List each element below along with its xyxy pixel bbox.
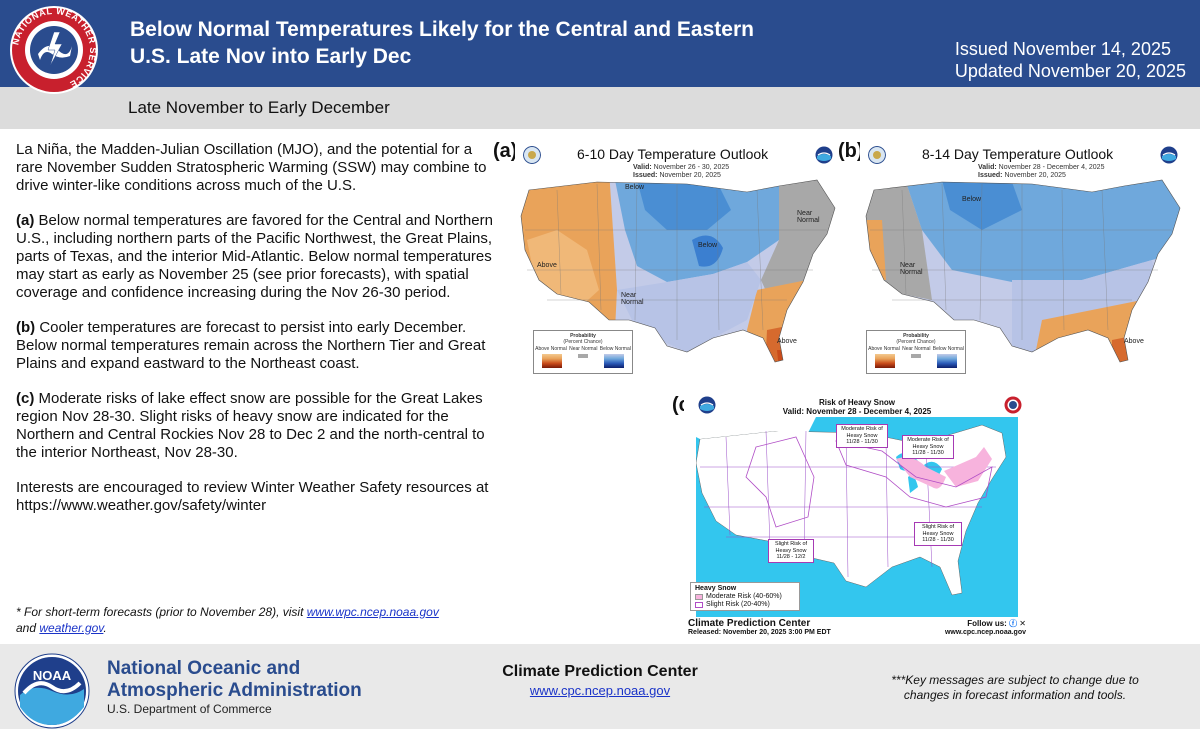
- noaa-small-icon: [698, 396, 716, 414]
- map-c-org: Climate Prediction Center: [688, 618, 811, 629]
- map-c-legend: Heavy Snow Moderate Risk (40-60%) Slight…: [690, 582, 800, 611]
- key-message-disclaimer: ***Key messages are subject to change du…: [891, 673, 1139, 702]
- noaa-small-icon: [1160, 146, 1178, 164]
- map-b-legend: Probability (Percent Chance) Above Norma…: [866, 330, 966, 374]
- cpc-name: Climate Prediction Center: [502, 663, 698, 680]
- updated-date: Updated November 20, 2025: [954, 61, 1186, 81]
- map-b-card: 8-14 Day Temperature Outlook Valid: Nove…: [860, 138, 1190, 378]
- map-a-label-below-north: Below: [625, 184, 645, 191]
- panel-label-a: (a): [493, 140, 518, 162]
- map-a-issued: Issued: November 20, 2025: [633, 172, 721, 179]
- map-a-label-below-east: Below: [698, 242, 718, 249]
- map-c-valid: Valid: November 28 - December 4, 2025: [782, 407, 932, 416]
- doc-seal-icon: [868, 146, 886, 164]
- callout-moderate-2: Moderate Risk of Heavy Snow 11/28 - 11/30: [902, 435, 954, 459]
- map-a-card: 6-10 Day Temperature Outlook Valid: Nove…: [515, 138, 845, 378]
- map-a-valid: Valid: November 26 - 30, 2025: [633, 164, 730, 171]
- key-messages: La Niña, the Madden-Julian Oscillation (…: [16, 141, 494, 532]
- footer-bar: [0, 644, 1200, 729]
- noaa-name: National Oceanic and Atmospheric Adminis…: [107, 658, 362, 701]
- wpc-link[interactable]: www.wpc.ncep.noaa.gov: [306, 605, 439, 619]
- header-bar: [0, 0, 1200, 87]
- map-c-footer: Climate Prediction Center Follow us: ⓕ ✕…: [688, 618, 1026, 636]
- map-a-label-above-west: Above: [537, 262, 557, 269]
- footnote: * For short-term forecasts (prior to Nov…: [16, 605, 439, 635]
- noaa-logo: NOAA: [14, 653, 90, 729]
- map-b-valid: Valid: November 28 - December 4, 2025: [978, 164, 1105, 171]
- map-b-title: 8-14 Day Temperature Outlook: [922, 146, 1114, 162]
- map-b-label-below: Below: [962, 196, 982, 203]
- callout-slight-east: Slight Risk of Heavy Snow 11/28 - 11/30: [914, 522, 962, 546]
- facebook-icon[interactable]: ⓕ: [1009, 619, 1018, 628]
- weather-gov-link[interactable]: weather.gov: [39, 621, 104, 635]
- title-line-2: U.S. Late Nov into Early Dec: [130, 45, 412, 68]
- map-b-temperature-outlook: [865, 179, 1181, 363]
- doc-seal-icon: [523, 146, 541, 164]
- map-a-legend: Probability (Percent Chance) Above Norma…: [533, 330, 633, 374]
- cpc-link[interactable]: www.cpc.ncep.noaa.gov: [529, 683, 671, 698]
- title-line-1: Below Normal Temperatures Likely for the…: [130, 18, 754, 41]
- map-c-card: Risk of Heavy Snow Valid: November 28 - …: [684, 395, 1030, 639]
- noaa-logo-text: NOAA: [33, 668, 72, 683]
- subtitle-bar: [0, 87, 1200, 129]
- page-subtitle: Late November to Early December: [128, 98, 390, 117]
- paragraph-b: (b) Cooler temperatures are forecast to …: [16, 319, 486, 372]
- map-a-temperature-outlook: [520, 179, 836, 363]
- paragraph-a: (a) Below normal temperatures are favore…: [16, 212, 493, 301]
- nws-logo: NATIONAL WEATHER SERVICE: [10, 6, 98, 94]
- map-a-label-above-florida: Above: [777, 338, 797, 345]
- issued-date: Issued November 14, 2025: [954, 39, 1171, 59]
- intro-paragraph: La Niña, the Madden-Julian Oscillation (…: [16, 141, 487, 194]
- map-a-title: 6-10 Day Temperature Outlook: [577, 146, 769, 162]
- map-c-released: Released: November 20, 2025 3:00 PM EDT: [688, 629, 831, 636]
- map-a-label-near-northeast: Near Normal: [797, 210, 820, 224]
- map-b-label-above: Above: [1124, 338, 1144, 345]
- closing-paragraph: Interests are encouraged to review Winte…: [16, 479, 489, 514]
- callout-slight-rockies: Slight Risk of Heavy Snow 11/28 - 12/2: [768, 539, 814, 563]
- issue-dates: Issued November 14, 2025 Updated Novembe…: [955, 38, 1186, 82]
- map-b-issued: Issued: November 20, 2025: [978, 172, 1066, 179]
- page-title: Below Normal Temperatures Likely for the…: [130, 16, 754, 70]
- map-c-url[interactable]: www.cpc.ncep.noaa.gov: [944, 629, 1026, 636]
- callout-moderate-1: Moderate Risk of Heavy Snow 11/28 - 11/30: [836, 424, 888, 448]
- nws-small-icon: [1004, 396, 1022, 414]
- panel-label-b: (b): [838, 140, 864, 162]
- x-icon[interactable]: ✕: [1019, 619, 1026, 628]
- follow-us: Follow us: ⓕ ✕: [967, 619, 1026, 628]
- map-b-label-near: Near Normal: [900, 262, 923, 276]
- noaa-small-icon: [815, 146, 833, 164]
- map-a-label-near-south: Near Normal: [621, 292, 644, 306]
- noaa-department: U.S. Department of Commerce: [107, 702, 272, 716]
- paragraph-c: (c) Moderate risks of lake effect snow a…: [16, 390, 485, 461]
- map-c-title: Risk of Heavy Snow: [818, 398, 896, 407]
